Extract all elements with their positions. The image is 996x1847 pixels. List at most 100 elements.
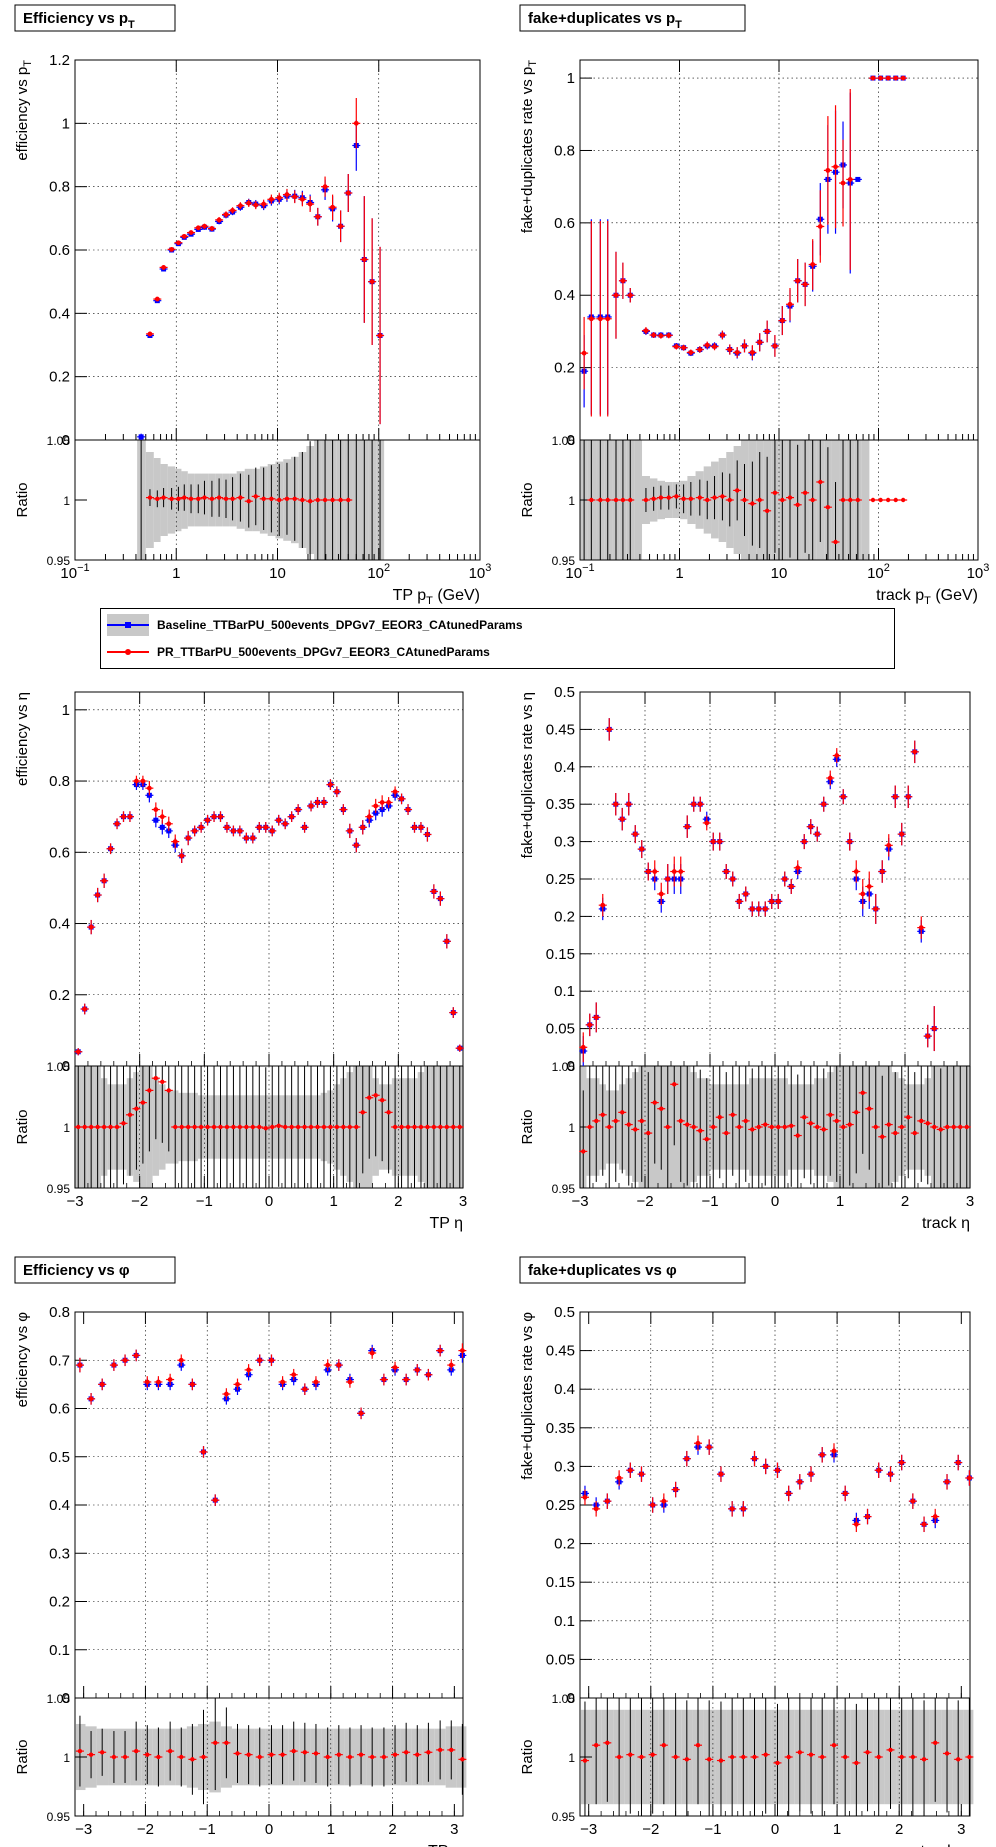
ratio-point bbox=[101, 1124, 107, 1130]
pr-point bbox=[338, 223, 344, 229]
x-tick-label: −2 bbox=[137, 1821, 154, 1838]
x-tick-label: 3 bbox=[450, 1821, 458, 1838]
pr-point bbox=[593, 1506, 599, 1512]
pr-point bbox=[299, 196, 305, 202]
pr-point bbox=[379, 800, 385, 805]
pr-point bbox=[127, 814, 133, 820]
pr-point bbox=[169, 246, 175, 252]
pr-point bbox=[650, 1502, 656, 1508]
pr-point bbox=[178, 1357, 184, 1363]
ratio-point bbox=[695, 1743, 701, 1748]
ratio-point bbox=[392, 1752, 398, 1757]
ratio-point bbox=[269, 1752, 274, 1757]
ratio-point bbox=[155, 496, 160, 501]
ratio-point bbox=[307, 499, 313, 504]
pr-point bbox=[450, 1010, 456, 1015]
baseline-point bbox=[159, 824, 165, 830]
ratio-point bbox=[386, 1110, 391, 1115]
ratio-point bbox=[291, 1748, 296, 1754]
legend-swatch-pr bbox=[107, 641, 149, 663]
x-axis-label: TP η bbox=[430, 1215, 464, 1232]
pr-point bbox=[651, 332, 657, 338]
ratio-band bbox=[160, 464, 168, 536]
ratio-point bbox=[661, 1743, 667, 1748]
ratio-point bbox=[431, 1124, 437, 1130]
y-tick-label: 0.1 bbox=[554, 1613, 575, 1630]
ratio-tick-label: 0.95 bbox=[552, 1810, 576, 1824]
ratio-point bbox=[295, 1124, 301, 1130]
ratio-point bbox=[717, 1115, 722, 1120]
pr-point bbox=[280, 1379, 285, 1385]
pr-point bbox=[681, 345, 687, 351]
pr-point bbox=[253, 202, 259, 208]
ratio-point bbox=[444, 1124, 450, 1130]
ratio-point bbox=[729, 1754, 735, 1760]
title-box bbox=[519, 1256, 746, 1284]
pr-point bbox=[775, 899, 781, 904]
y-tick-label: 0.6 bbox=[554, 215, 575, 232]
ratio-point bbox=[886, 1122, 891, 1127]
pr-point bbox=[269, 1357, 274, 1363]
y-tick-label: 0.2 bbox=[554, 360, 575, 377]
ratio-tick-label: 1 bbox=[63, 1751, 70, 1765]
pr-point bbox=[353, 120, 359, 126]
pr-point bbox=[684, 1456, 690, 1462]
ratio-point bbox=[315, 1124, 320, 1130]
ratio-point bbox=[231, 1124, 236, 1130]
ratio-point bbox=[218, 1124, 223, 1130]
pr-point bbox=[671, 869, 677, 874]
pr-point bbox=[821, 801, 827, 807]
ratio-tick-label: 1.05 bbox=[47, 434, 71, 448]
ratio-point bbox=[802, 490, 808, 495]
pr-point bbox=[627, 292, 633, 298]
x-tick-label-exponent: 3 bbox=[983, 562, 989, 574]
y-tick-label: 0.05 bbox=[546, 1021, 575, 1038]
x-tick-label: 2 bbox=[388, 1821, 396, 1838]
ratio-point bbox=[292, 496, 297, 501]
ratio-tick-label: 1 bbox=[568, 494, 575, 508]
ratio-point bbox=[819, 1754, 825, 1760]
chart-fake-eta: −3 −2 −1 0 1 2 3 0 0.05 0.1 0.15 0.2 0.25 0.3 0.35 0.4 0… bbox=[519, 684, 974, 1232]
pr-point bbox=[250, 835, 256, 841]
y-tick-label: 0.25 bbox=[546, 871, 575, 888]
ratio-point bbox=[900, 497, 906, 503]
y-tick-label: 0 bbox=[567, 432, 575, 449]
y-tick-label: 0.25 bbox=[546, 1497, 575, 1514]
ratio-point bbox=[651, 496, 656, 501]
ratio-point bbox=[399, 1124, 404, 1130]
ratio-point bbox=[742, 497, 747, 503]
pr-point bbox=[302, 1386, 308, 1392]
x-axis-label: track φ bbox=[921, 1843, 971, 1847]
y-axis-label: fake+duplicates rate vs η bbox=[519, 692, 536, 858]
x-tick-label: 1 bbox=[172, 565, 180, 582]
y-tick-label: 0.6 bbox=[49, 1401, 70, 1418]
ratio-tick-label: 1.05 bbox=[552, 1060, 576, 1074]
ratio-point bbox=[958, 1124, 963, 1130]
ratio-point bbox=[878, 497, 883, 503]
pr-point bbox=[88, 1396, 94, 1402]
pr-point bbox=[108, 846, 113, 852]
pr-point bbox=[742, 343, 747, 349]
x-axis-label: track η bbox=[922, 1215, 970, 1232]
pr-point bbox=[159, 814, 165, 820]
pr-point bbox=[75, 1049, 81, 1055]
x-tick-label-exponent: 2 bbox=[884, 562, 890, 574]
pr-point bbox=[643, 328, 649, 334]
ratio-point bbox=[628, 1752, 633, 1757]
pr-point bbox=[237, 828, 243, 834]
x-axis-label-subscript: T bbox=[426, 595, 433, 607]
ratio-axis-label: Ratio bbox=[14, 1109, 31, 1144]
ratio-point bbox=[787, 495, 793, 500]
ratio-point bbox=[756, 1124, 761, 1130]
ratio-point bbox=[179, 1754, 184, 1760]
ratio-point bbox=[867, 1106, 872, 1111]
x-tick-label-exponent: 3 bbox=[485, 562, 491, 574]
ratio-point bbox=[322, 497, 328, 503]
pr-point bbox=[189, 1381, 195, 1387]
pr-point bbox=[580, 1044, 586, 1050]
pr-point bbox=[639, 1471, 644, 1477]
ratio-point bbox=[308, 1124, 314, 1130]
pr-point bbox=[325, 1362, 331, 1368]
x-tick-label: 3 bbox=[966, 1193, 974, 1210]
x-tick-label: 2 bbox=[394, 1193, 402, 1210]
